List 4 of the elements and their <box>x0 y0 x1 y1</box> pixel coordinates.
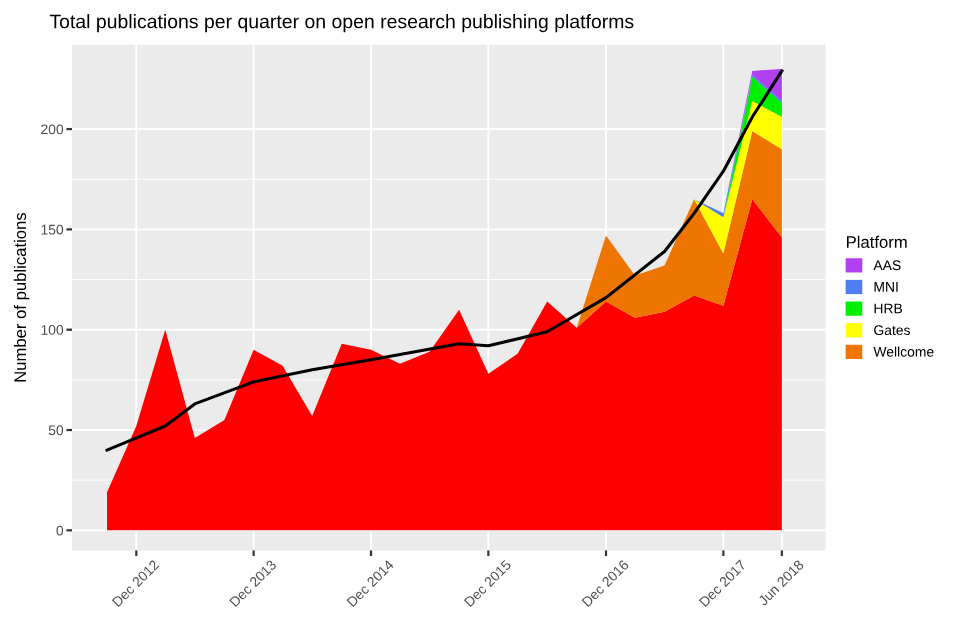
y-axis-title: Number of publications <box>13 212 30 382</box>
line-series <box>105 69 784 452</box>
chart-title: Total publications per quarter on open research publishing platforms <box>49 14 634 33</box>
legend-title: Platform <box>847 235 907 248</box>
